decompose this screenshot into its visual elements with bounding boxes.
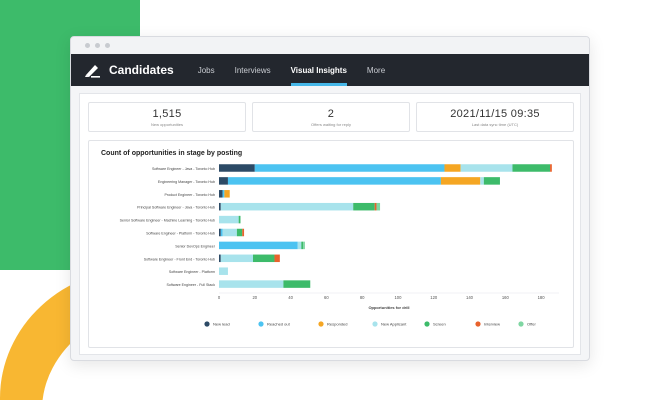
bar-segment [480,177,484,185]
stat-label: New opportunities [150,121,184,127]
bar-segment [550,164,552,172]
bar-segment [224,190,230,198]
legend-label: Interview [484,322,500,327]
stacked-bar-chart: Software Engineer - Java - Toronto Hub En… [120,164,559,327]
bar-segment [219,215,239,224]
nav-tab-interviews[interactable]: Interviews [234,65,271,75]
bar-segment [460,164,513,172]
legend-swatch [204,321,210,327]
bar-segment [253,254,275,263]
legend-label: Reached out [267,322,291,327]
app-window: Candidates Jobs Interviews Visual Insigh… [70,36,590,361]
x-axis-title: Opportunities for drill [368,305,409,310]
category-label: Software Engineer - Full Stack [166,283,215,287]
stat-card-new-opportunities: 1,515 New opportunities [88,102,246,132]
pen-logo-icon [85,65,100,78]
category-label: Product Engineer - Toronto Hub [165,193,215,197]
bar-segment [219,254,221,263]
top-navbar: Candidates Jobs Interviews Visual Insigh… [71,54,589,86]
legend-label: Offer [527,322,536,327]
bar-segment [254,164,445,172]
bar-segment [440,177,481,185]
bar-segment [512,164,551,172]
bar-segment [301,241,304,250]
bar-segment [222,228,237,237]
bar-segment [376,202,381,211]
x-tick-label: 60 [324,295,329,300]
category-label: Software Engineer - Front End - Toronto … [144,257,215,261]
bar-segment [303,241,305,250]
category-label: Senior DevOps Engineer [175,244,216,248]
bar-segment [283,280,311,288]
bar-segment [219,164,255,172]
category-label: Software Engineer - Platform - Toronto H… [146,232,215,236]
x-tick-label: 0 [218,295,221,300]
app-title[interactable]: Candidates [109,63,174,77]
bar-segment [219,267,228,275]
x-tick-label: 180 [538,295,546,300]
bar-segment [274,254,280,263]
legend-label: Screen [433,322,446,327]
category-label: Software Engineer - Platform [169,270,215,274]
category-label: Engineering Manager - Toronto Hub [158,180,215,184]
bar-segment [220,228,223,237]
category-label: Principal Software Engineer - Java - Tor… [137,206,215,210]
bar-segment [297,241,302,250]
legend-swatch [258,321,264,327]
bar-segment [353,202,375,211]
window-dot-icon[interactable] [85,43,90,48]
category-label: Senior Software Engineer - Machine Learn… [120,219,215,223]
window-titlebar [71,37,589,54]
legend-swatch [318,321,324,327]
x-tick-label: 80 [360,295,365,300]
bar-segment [236,228,243,237]
bar-segment [219,228,221,237]
stats-row: 1,515 New opportunities 2 Offers waiting… [88,102,574,132]
stat-value: 1,515 [152,107,182,120]
bar-segment [219,280,284,288]
nav-tab-jobs[interactable]: Jobs [197,65,215,75]
chart-title: Count of opportunities in stage by posti… [101,150,243,157]
legend-swatch [518,321,524,327]
bar-segment [219,202,221,211]
bar-segment [227,177,441,185]
bar-segment [483,177,500,185]
legend-label: Responded [327,322,347,327]
window-dot-icon[interactable] [105,43,110,48]
bar-segment [219,177,228,185]
x-tick-label: 120 [430,295,438,300]
legend-label: New Applicant [381,322,407,327]
bar-segment [242,228,245,237]
category-label: Software Engineer - Java - Toronto Hub [152,167,215,171]
legend-swatch [372,321,378,327]
x-tick-label: 140 [466,295,474,300]
bar-segment [220,254,253,263]
x-tick-label: 40 [288,295,293,300]
bar-segment [222,190,225,198]
stage-chart-card: Count of opportunities in stage by posti… [88,140,574,348]
bar-segment [219,190,223,198]
x-tick-label: 160 [502,295,510,300]
x-tick-label: 100 [394,295,402,300]
legend-label: New lead [213,322,230,327]
stat-label: Last data sync time (UTC) [471,121,519,127]
window-dot-icon[interactable] [95,43,100,48]
stat-card-offers-waiting: 2 Offers waiting for reply [252,102,410,132]
insights-panel: 1,515 New opportunities 2 Offers waiting… [79,93,581,355]
legend-swatch [424,321,430,327]
bar-segment [219,241,298,250]
x-tick-label: 20 [252,295,257,300]
nav-tab-visual-insights[interactable]: Visual Insights [290,54,348,86]
stat-value: 2 [327,107,335,120]
bar-segment [444,164,461,172]
stat-label: Offers waiting for reply [311,121,351,127]
legend-swatch [475,321,481,327]
stat-value: 2021/11/15 09:35 [450,107,540,120]
bar-segment [220,202,354,211]
nav-tab-more[interactable]: More [366,65,386,75]
stat-card-last-sync: 2021/11/15 09:35 Last data sync time (UT… [416,102,574,132]
bar-segment [374,202,377,211]
bar-segment [238,215,241,224]
